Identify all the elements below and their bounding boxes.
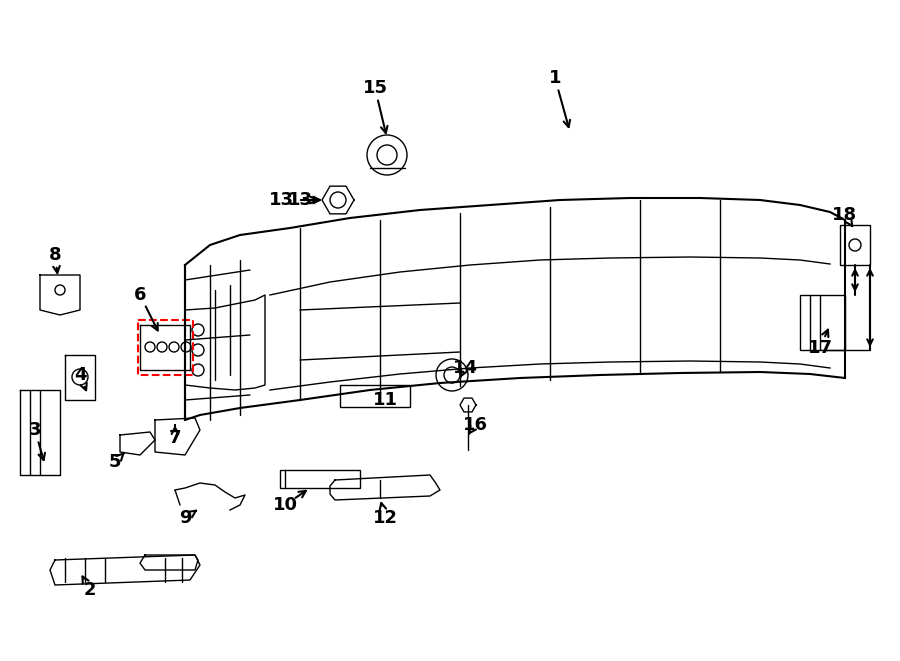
Bar (340, 385, 410, 407)
Bar (840, 225, 870, 265)
Text: 16: 16 (463, 416, 488, 434)
Bar (800, 295, 845, 350)
Text: 12: 12 (373, 509, 398, 527)
Text: 13: 13 (269, 191, 294, 209)
Text: 2: 2 (84, 581, 96, 599)
Text: 15: 15 (363, 79, 388, 97)
Text: 1: 1 (549, 69, 562, 87)
Text: 3: 3 (29, 421, 41, 439)
Bar (138, 320, 193, 375)
Text: 18: 18 (832, 206, 858, 224)
Text: 8: 8 (49, 246, 61, 264)
Text: 14: 14 (453, 359, 478, 377)
Text: 7: 7 (169, 429, 181, 447)
Text: 17: 17 (807, 339, 833, 357)
Text: 4: 4 (74, 366, 86, 384)
Text: 13: 13 (287, 191, 312, 209)
Text: 5: 5 (109, 453, 122, 471)
Text: 6: 6 (134, 286, 146, 304)
Text: 10: 10 (273, 496, 298, 514)
Text: 11: 11 (373, 391, 398, 409)
Text: 9: 9 (179, 509, 191, 527)
Bar (280, 470, 360, 488)
